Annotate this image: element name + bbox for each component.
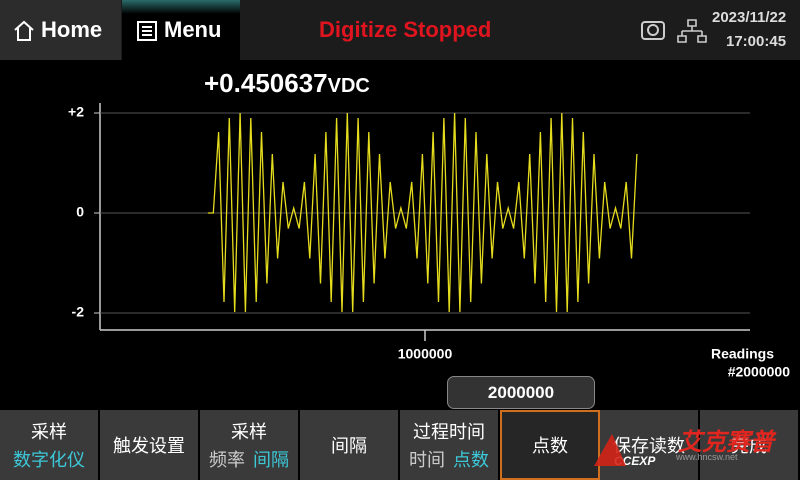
softkey-label: 点数 [532, 436, 568, 456]
x-axis-count: #2000000 [728, 364, 791, 380]
x-tick-label: 1000000 [398, 346, 453, 362]
plot: +2 0 -2 1000000 Readings #2000000 [68, 103, 791, 380]
reading-unit: VDC [327, 75, 370, 97]
softkey[interactable]: 触发设置 [100, 410, 198, 480]
softkey[interactable]: 点数 [500, 410, 600, 480]
softkey[interactable]: 采样频率 间隔 [200, 410, 298, 480]
softkey-label: 保存读数 [613, 436, 685, 456]
y-tick-label: 0 [76, 204, 84, 220]
softkey-label: 触发设置 [113, 436, 185, 456]
softkey-options: 频率 间隔 [209, 446, 289, 472]
softkey-option: 间隔 [253, 450, 289, 470]
home-label: Home [41, 17, 103, 42]
softkey-label: 采样 [31, 422, 67, 442]
softkey-label: 过程时间 [413, 422, 485, 442]
home-button[interactable]: Home [0, 0, 121, 60]
softkey-options: 时间 点数 [409, 446, 489, 472]
softkey[interactable]: 采样 数字化仪 [0, 410, 98, 480]
status: Digitize Stopped [319, 17, 492, 42]
home-icon [14, 20, 34, 41]
menu-label: Menu [164, 17, 222, 42]
softkey-label: 间隔 [331, 436, 367, 456]
softkey[interactable]: 保存读数 [600, 410, 698, 480]
softkey[interactable]: 过程时间时间 点数 [400, 410, 498, 480]
softkey-label: 完成 [731, 436, 767, 456]
time: 17:00:45 [726, 33, 787, 50]
date: 2023/11/22 [712, 9, 787, 26]
menu-icon [137, 21, 157, 41]
softkey-option: 时间 [409, 450, 445, 470]
softkey-options: 数字化仪 [13, 446, 85, 472]
softkey-option: 频率 [209, 450, 245, 470]
y-tick-label: +2 [68, 104, 84, 120]
x-axis-label: Readings [711, 346, 774, 362]
status-icons [641, 19, 707, 43]
softkey-option: 数字化仪 [13, 450, 85, 470]
softkey-bar: 采样 数字化仪 触发设置 采样 频率 间隔 间隔 过程时间 时间 点数 点数 保存读数 完成 [0, 410, 800, 480]
y-tick-label: -2 [72, 304, 85, 320]
softkey-label: 采样 [231, 422, 267, 442]
menu-button[interactable]: Menu [122, 0, 240, 60]
softkey-option: 点数 [453, 450, 489, 470]
trace [207, 112, 638, 313]
reading: +0.450637VDC [204, 68, 370, 99]
reading-value: +0.450637 [204, 68, 328, 98]
softkey[interactable]: 完成 [700, 410, 798, 480]
input-box[interactable]: 2000000 [447, 376, 595, 409]
softkey[interactable]: 间隔 [300, 410, 398, 480]
